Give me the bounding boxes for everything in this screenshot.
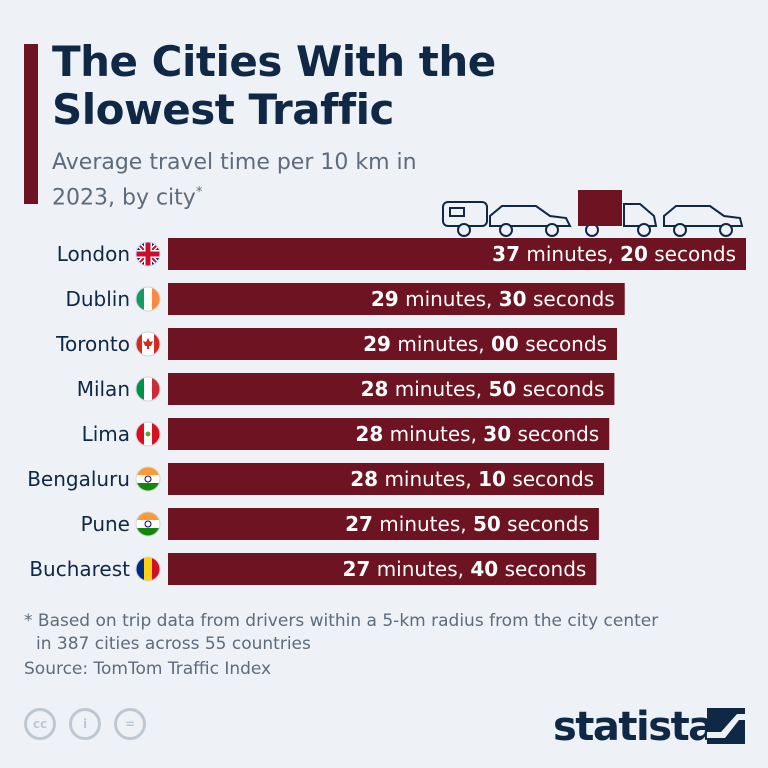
- traffic-vehicles-icon: [442, 190, 744, 237]
- data-label: 28 minutes, 30 seconds: [355, 422, 599, 446]
- category-label: Pune: [81, 512, 130, 536]
- bar-toronto: [168, 328, 617, 360]
- page-title: The Cities With the Slowest Traffic: [52, 37, 496, 134]
- flag-uk-icon-0: [135, 241, 161, 267]
- flag-italy-icon-3: [135, 376, 161, 402]
- bar-bengaluru: [168, 463, 605, 495]
- title-accent-bar: [24, 44, 38, 204]
- chart-area: London 37 minutes, 20 seconds Dublin 29 min…: [27, 238, 746, 585]
- category-label: Bengaluru: [27, 467, 130, 491]
- category-label: Milan: [77, 377, 130, 401]
- data-label: 27 minutes, 40 seconds: [343, 557, 587, 581]
- category-label: Dublin: [65, 287, 130, 311]
- brand-logo-text[interactable]: statista: [553, 704, 715, 750]
- subtitle-text: Average travel time per 10 km in 2023, b…: [52, 150, 417, 211]
- nd-icon[interactable]: =: [114, 708, 147, 740]
- flag-india-icon-6: [135, 511, 161, 537]
- category-label: Lima: [82, 422, 130, 446]
- bar-lima: [168, 418, 610, 450]
- category-label: London: [57, 242, 130, 266]
- flag-ireland-icon-1: [135, 286, 161, 312]
- cc-icon[interactable]: cc: [24, 708, 56, 740]
- subtitle-footnote-mark: *: [195, 185, 203, 200]
- flag-india-icon-5: [135, 466, 161, 492]
- data-label: 28 minutes, 10 seconds: [350, 467, 594, 491]
- by-icon[interactable]: i: [69, 708, 102, 740]
- data-label: 29 minutes, 00 seconds: [363, 332, 607, 356]
- bar-bucharest: [168, 553, 597, 585]
- data-label: 28 minutes, 50 seconds: [361, 377, 605, 401]
- flag-canada-icon-2: [135, 331, 161, 357]
- flag-peru-icon-4: [135, 421, 161, 447]
- footnote-line-1: * Based on trip data from drivers within…: [24, 611, 659, 631]
- footnote-line-2: in 387 cities across 55 countries: [36, 634, 311, 654]
- category-label: Toronto: [55, 332, 130, 356]
- bar-dublin: [168, 283, 625, 315]
- flag-romania-icon-7: [135, 556, 161, 582]
- data-label: 37 minutes, 20 seconds: [492, 242, 736, 266]
- bar-pune: [168, 508, 599, 540]
- data-label: 29 minutes, 30 seconds: [371, 287, 615, 311]
- bar-milan: [168, 373, 615, 405]
- category-label: Bucharest: [29, 557, 130, 581]
- footnote: * Based on trip data from drivers within…: [24, 610, 724, 656]
- page-subtitle: Average travel time per 10 km in 2023, b…: [52, 148, 432, 213]
- data-label: 27 minutes, 50 seconds: [345, 512, 589, 536]
- source-note: Source: TomTom Traffic Index: [24, 659, 272, 679]
- bar-london: [168, 238, 746, 270]
- license-icons: cc i =: [24, 708, 154, 740]
- statista-logo-icon[interactable]: [707, 708, 745, 744]
